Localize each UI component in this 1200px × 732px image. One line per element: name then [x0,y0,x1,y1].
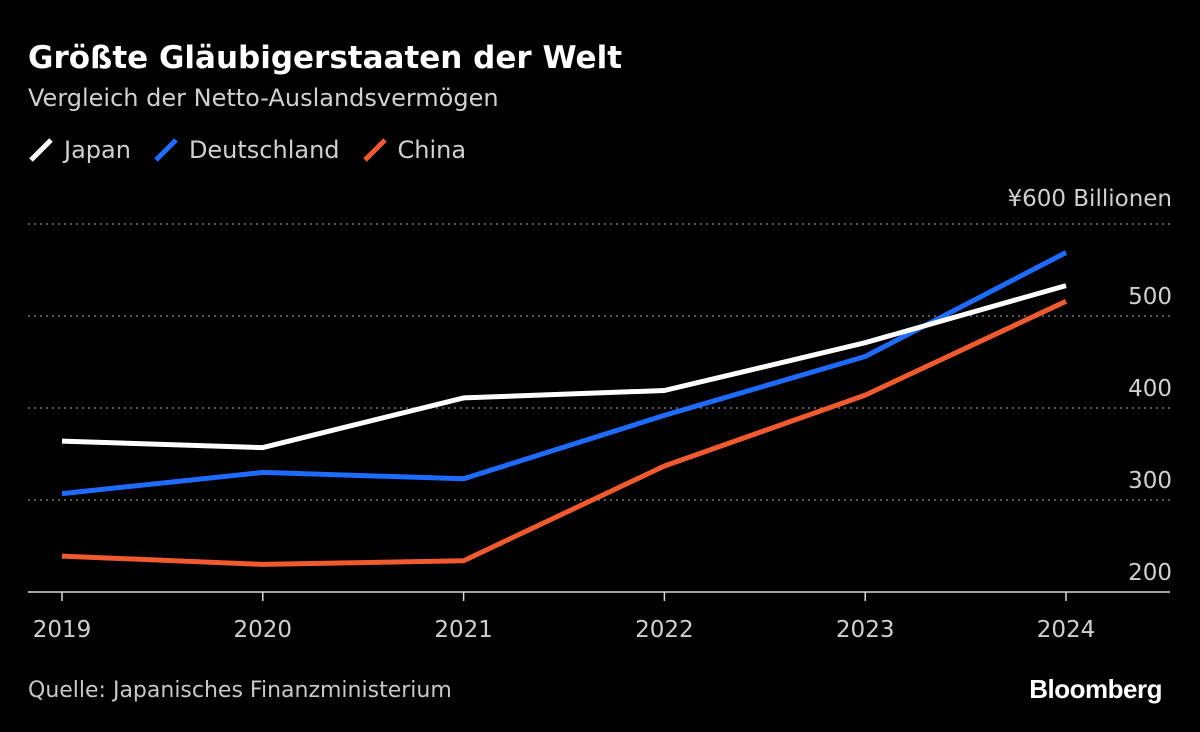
legend-item-china: China [362,136,467,164]
series-line-china [61,299,1068,567]
legend-item-japan: Japan [28,136,131,164]
y-tick-label-200: 200 [1128,560,1172,586]
series-line-deutschland [61,250,1068,497]
legend-label-japan: Japan [64,136,131,164]
source-note: Quelle: Japanisches Finanzministerium [28,678,452,703]
chart-subtitle: Vergleich der Netto-Auslandsvermögen [28,84,499,112]
legend: Japan Deutschland China [28,136,488,164]
x-tick-label-2024: 2024 [1037,617,1096,643]
x-tick-label-2020: 2020 [234,617,293,643]
y-tick-label-400: 400 [1128,376,1172,402]
x-tick-label-2023: 2023 [836,617,895,643]
legend-label-china: China [397,136,467,164]
legend-swatch-china [362,138,387,162]
y-tick-label-500: 500 [1128,284,1172,310]
y-tick-label-300: 300 [1128,468,1172,494]
x-tick-label-2022: 2022 [635,617,694,643]
x-tick-label-2021: 2021 [434,617,493,643]
x-tick-label-2019: 2019 [33,617,92,643]
legend-item-deutschland: Deutschland [153,136,340,164]
legend-swatch-deutschland [154,138,178,162]
chart-title: Größte Gläubigerstaaten der Welt [28,40,623,76]
bloomberg-logo: Bloomberg [1029,674,1162,704]
legend-swatch-japan [29,138,53,162]
series-line-japan [61,283,1067,451]
y-axis-unit-label: ¥600 Billionen [1007,186,1172,212]
legend-label-deutschland: Deutschland [188,136,340,164]
